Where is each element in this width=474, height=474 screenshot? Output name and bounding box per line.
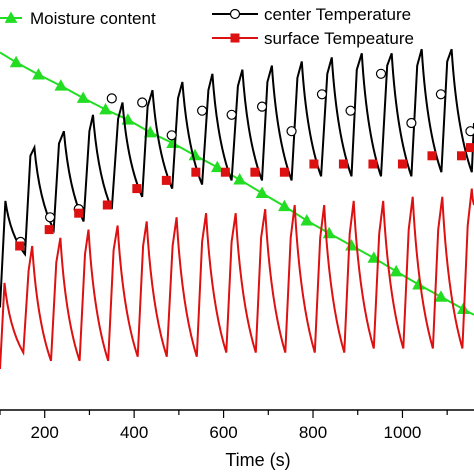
point-center-temperature [286,126,297,137]
point-moisture-content [99,102,112,115]
point-moisture-content [345,239,358,251]
point-center-temperature [256,101,268,112]
series-line-surface-temperature [0,188,474,370]
point-moisture-content [300,214,314,226]
point-surface-temperature [279,167,289,177]
point-center-temperature [345,105,356,116]
point-surface-temperature [250,167,260,177]
point-surface-temperature [132,184,142,194]
point-surface-temperature [338,159,348,169]
point-moisture-content [210,160,224,173]
point-moisture-content [255,186,269,199]
point-surface-temperature [44,225,54,235]
point-moisture-content [367,251,381,263]
x-tick-label: 800 [299,423,327,442]
point-moisture-content [389,264,403,277]
point-moisture-content [143,125,157,138]
legend: Moisture content center Temperature surfac… [0,5,414,48]
point-center-temperature [106,93,117,104]
point-center-temperature [166,130,177,141]
x-axis-title: Time (s) [225,450,290,470]
point-center-temperature [44,212,56,223]
point-surface-temperature [465,143,474,153]
point-surface-temperature [15,241,25,251]
point-center-temperature [226,109,237,120]
point-moisture-content [412,278,425,290]
point-surface-temperature [309,159,319,169]
point-moisture-content [278,199,291,212]
legend-label-center-temperature: center Temperature [264,5,411,24]
point-center-temperature [137,97,148,108]
point-moisture-content [54,79,68,91]
point-moisture-content [434,290,448,302]
point-moisture-content [233,173,247,185]
point-moisture-content [76,91,90,103]
point-moisture-content [9,55,23,68]
x-tick-label: 400 [120,423,148,442]
x-tick-label: 200 [31,423,59,442]
point-center-temperature [316,89,328,100]
point-center-temperature [375,68,387,79]
point-surface-temperature [427,151,437,161]
point-surface-temperature [74,208,84,218]
point-surface-temperature [191,167,201,177]
point-center-temperature [406,117,417,129]
point-surface-temperature [397,159,407,169]
legend-marker-center-temperature [229,8,241,20]
point-center-temperature [197,105,208,116]
point-surface-temperature [102,200,112,210]
x-tick-label: 1000 [384,423,422,442]
x-tick-label: 600 [209,423,237,442]
point-center-temperature [435,89,447,100]
point-surface-temperature [368,159,378,169]
legend-label-moisture-content: Moisture content [30,9,156,28]
legend-label-surface-temperature: surface Tempeature [264,29,414,48]
point-surface-temperature [220,167,230,177]
axes: 200 400 600 800 1000 [0,409,474,442]
plot-area [0,48,474,370]
point-center-temperature [465,126,474,137]
legend-marker-surface-temperature [230,33,240,43]
point-moisture-content [32,68,45,80]
point-surface-temperature [456,151,466,161]
point-surface-temperature [161,175,171,185]
legend-marker-moisture-content [4,11,18,23]
series-line-center-temperature [0,48,474,308]
